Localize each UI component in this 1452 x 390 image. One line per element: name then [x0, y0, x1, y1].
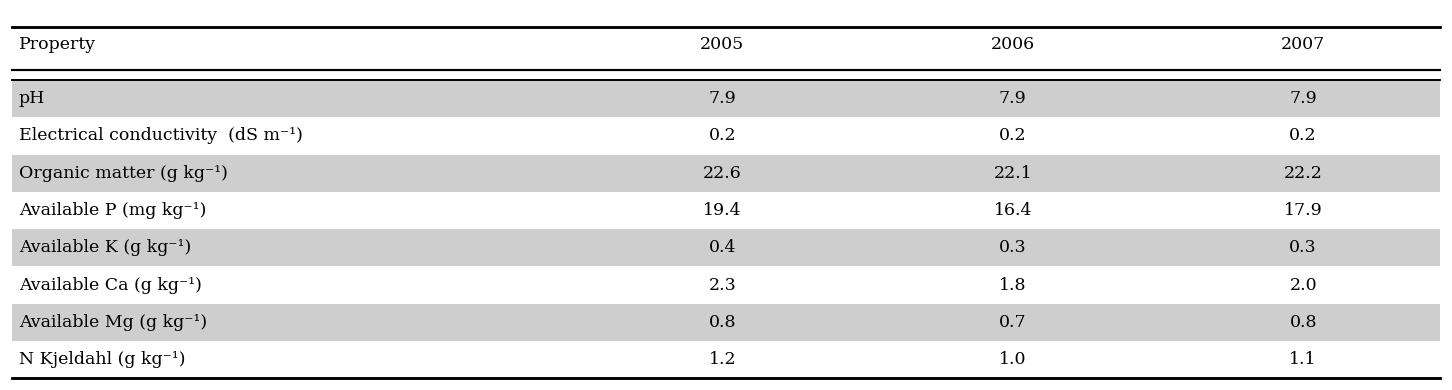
Text: 7.9: 7.9 — [1289, 90, 1317, 107]
Text: 0.2: 0.2 — [1289, 128, 1317, 144]
Text: 0.8: 0.8 — [709, 314, 736, 331]
Text: 17.9: 17.9 — [1284, 202, 1323, 219]
Text: Available Ca (g kg⁻¹): Available Ca (g kg⁻¹) — [19, 277, 202, 294]
Bar — [12, 80, 1440, 117]
Bar — [12, 266, 1440, 304]
Text: 0.8: 0.8 — [1289, 314, 1317, 331]
Text: 0.7: 0.7 — [999, 314, 1027, 331]
Bar — [12, 192, 1440, 229]
Bar — [12, 341, 1440, 378]
Text: 0.3: 0.3 — [1289, 239, 1317, 256]
Bar — [12, 304, 1440, 341]
Text: 2.0: 2.0 — [1289, 277, 1317, 294]
Text: 22.1: 22.1 — [993, 165, 1032, 182]
Text: 1.8: 1.8 — [999, 277, 1027, 294]
Text: 2005: 2005 — [700, 36, 745, 53]
Text: Organic matter (g kg⁻¹): Organic matter (g kg⁻¹) — [19, 165, 228, 182]
Text: 16.4: 16.4 — [993, 202, 1032, 219]
Text: 22.6: 22.6 — [703, 165, 742, 182]
Bar — [12, 154, 1440, 192]
Text: 2007: 2007 — [1281, 36, 1326, 53]
Text: Available K (g kg⁻¹): Available K (g kg⁻¹) — [19, 239, 192, 256]
Text: 0.4: 0.4 — [709, 239, 736, 256]
Text: Property: Property — [19, 36, 96, 53]
Text: Available Mg (g kg⁻¹): Available Mg (g kg⁻¹) — [19, 314, 208, 331]
Text: Available P (mg kg⁻¹): Available P (mg kg⁻¹) — [19, 202, 206, 219]
Text: Electrical conductivity  (dS m⁻¹): Electrical conductivity (dS m⁻¹) — [19, 128, 303, 144]
Text: pH: pH — [19, 90, 45, 107]
Text: 0.3: 0.3 — [999, 239, 1027, 256]
Text: 19.4: 19.4 — [703, 202, 742, 219]
Text: 22.2: 22.2 — [1284, 165, 1323, 182]
Text: 1.2: 1.2 — [709, 351, 736, 368]
Text: 7.9: 7.9 — [709, 90, 736, 107]
Bar — [12, 229, 1440, 266]
Text: 2.3: 2.3 — [709, 277, 736, 294]
Bar — [12, 117, 1440, 154]
Text: 7.9: 7.9 — [999, 90, 1027, 107]
Text: 1.0: 1.0 — [999, 351, 1027, 368]
Text: 0.2: 0.2 — [999, 128, 1027, 144]
Text: N Kjeldahl (g kg⁻¹): N Kjeldahl (g kg⁻¹) — [19, 351, 186, 368]
Text: 2006: 2006 — [990, 36, 1035, 53]
Text: 0.2: 0.2 — [709, 128, 736, 144]
Text: 1.1: 1.1 — [1289, 351, 1317, 368]
